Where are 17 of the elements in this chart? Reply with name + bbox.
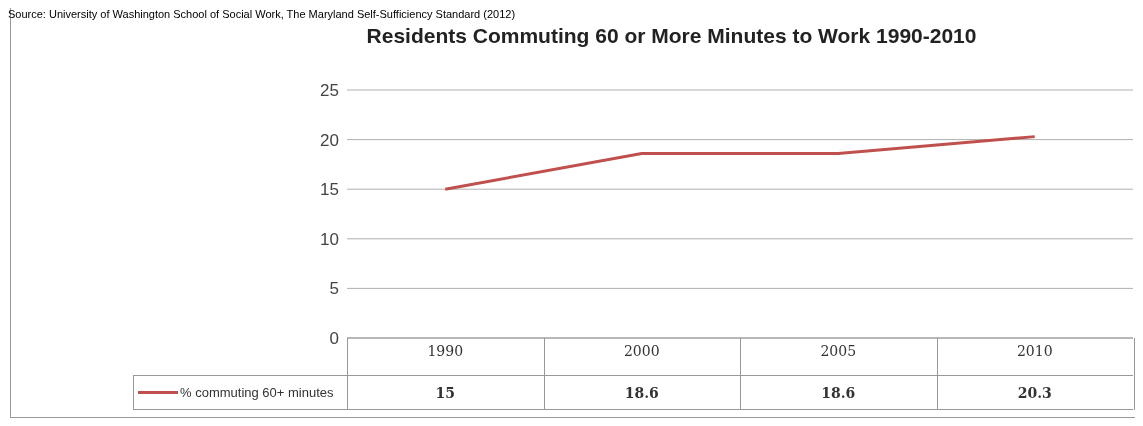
y-tick-label: 25 — [320, 81, 339, 101]
data-label: 15 — [434, 383, 456, 403]
y-tick-label: 0 — [329, 329, 339, 349]
data-label: 18.6 — [820, 383, 857, 403]
y-tick-label: 20 — [320, 130, 339, 150]
x-tick-label: 1990 — [427, 342, 464, 359]
y-tick-label: 5 — [329, 279, 339, 299]
y-tick-label: 15 — [320, 180, 339, 200]
x-tick-label: 2000 — [623, 342, 660, 359]
chart-title: Residents Commuting 60 or More Minutes to Work 1990-2010 — [365, 24, 978, 48]
y-tick-label: 10 — [320, 229, 339, 249]
x-tick-label: 2010 — [1016, 342, 1053, 359]
data-label: 18.6 — [623, 383, 660, 403]
x-tick-label: 2005 — [820, 342, 857, 359]
data-label: 20.3 — [1016, 383, 1053, 403]
legend-label: % commuting 60+ minutes — [179, 384, 334, 402]
source-note: Source: University of Washington School of Social Work, The Maryland Self-Sufficiency Standard (2012) — [8, 8, 516, 20]
